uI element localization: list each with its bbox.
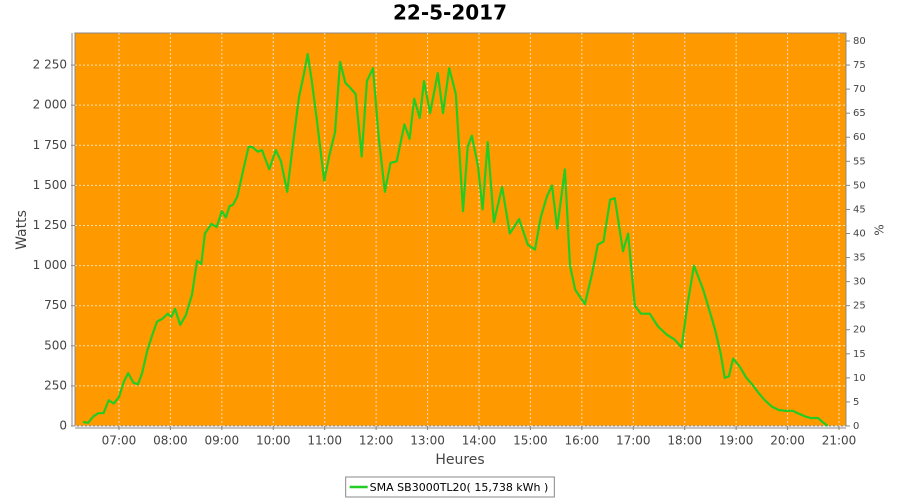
x-tick-label: 17:00 [616, 434, 651, 448]
y2-tick-label: 50 [853, 180, 866, 191]
y-tick-label: 2 250 [33, 58, 67, 72]
x-tick-label: 12:00 [359, 434, 394, 448]
y2-tick-label: 75 [853, 60, 866, 71]
y2-tick-label: 5 [853, 397, 859, 408]
y-tick-label: 0 [59, 419, 67, 433]
x-tick-label: 07:00 [102, 434, 137, 448]
y2-tick-label: 40 [853, 228, 866, 239]
y2-tick-label: 65 [853, 108, 866, 119]
x-tick-label: 16:00 [565, 434, 600, 448]
y2-tick-label: 60 [853, 132, 866, 143]
chart-title: 22-5-2017 [393, 1, 507, 25]
line-series [82, 52, 829, 427]
x-tick-label: 20:00 [770, 434, 805, 448]
y2-tick-label: 20 [853, 325, 866, 336]
y-tick-label: 250 [44, 378, 67, 392]
y2-axis-label: % [873, 224, 887, 235]
legend: SMA SB3000TL20( 15,738 kWh ) [345, 476, 555, 498]
y2-tick-label: 70 [853, 84, 866, 95]
legend-label: SMA SB3000TL20( 15,738 kWh ) [370, 481, 549, 494]
x-tick-label: 09:00 [205, 434, 240, 448]
x-tick-label: 08:00 [153, 434, 188, 448]
y2-tick-label: 80 [853, 36, 866, 47]
x-tick-label: 15:00 [513, 434, 548, 448]
y2-tick-label: 10 [853, 373, 866, 384]
y-tick-label: 1 750 [33, 138, 67, 152]
legend-box [345, 476, 555, 498]
x-tick-label: 19:00 [719, 434, 754, 448]
y2-tick-label: 55 [853, 156, 866, 167]
y-tick-label: 1 250 [33, 218, 67, 232]
y2-tick-label: 25 [853, 301, 866, 312]
x-axis-label: Heures [435, 452, 484, 468]
y-tick-label: 750 [44, 298, 67, 312]
y-tick-label: 1 500 [33, 178, 67, 192]
x-tick-label: 11:00 [307, 434, 342, 448]
y2-tick-label: 30 [853, 277, 866, 288]
y-tick-label: 1 000 [33, 258, 67, 272]
plot-area [74, 32, 847, 427]
y-tick-label: 500 [44, 338, 67, 352]
x-tick-label: 21:00 [822, 434, 857, 448]
x-tick-label: 10:00 [256, 434, 291, 448]
y-axis-label: Watts [14, 210, 30, 250]
y2-tick-label: 0 [853, 421, 859, 432]
y2-tick-label: 35 [853, 253, 866, 264]
x-tick-label: 18:00 [667, 434, 702, 448]
x-tick-label: 14:00 [462, 434, 497, 448]
y2-tick-label: 45 [853, 204, 866, 215]
y2-tick-label: 15 [853, 349, 866, 360]
x-tick-label: 13:00 [410, 434, 445, 448]
y-tick-label: 2 000 [33, 98, 67, 112]
